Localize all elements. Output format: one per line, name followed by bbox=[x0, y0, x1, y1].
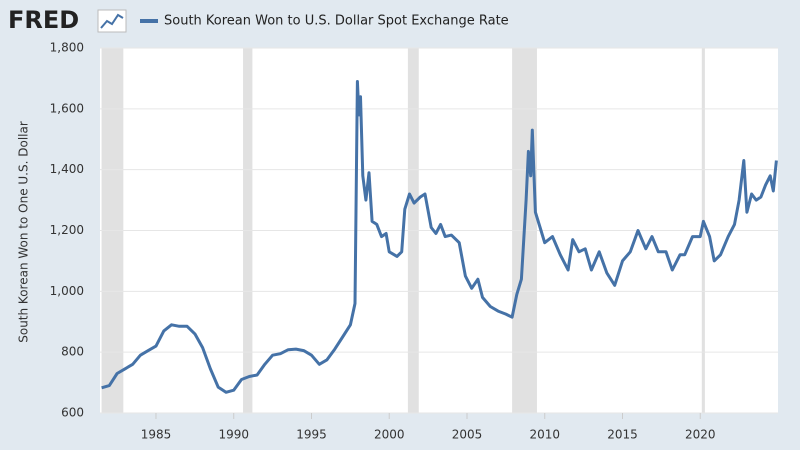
logo: FRED bbox=[8, 6, 79, 34]
y-tick-label: 1,400 bbox=[50, 162, 84, 176]
y-tick-label: 1,800 bbox=[50, 41, 84, 55]
x-tick-label: 1985 bbox=[141, 428, 172, 442]
x-tick-label: 2005 bbox=[452, 428, 483, 442]
logo-icon bbox=[97, 9, 127, 33]
y-tick-label: 1,000 bbox=[50, 284, 84, 298]
y-tick-label: 800 bbox=[61, 345, 84, 359]
y-tick-label: 600 bbox=[61, 406, 84, 420]
y-tick-label: 1,600 bbox=[50, 101, 84, 115]
x-tick-label: 2000 bbox=[374, 428, 405, 442]
x-tick-label: 2015 bbox=[607, 428, 638, 442]
x-tick-label: 1995 bbox=[296, 428, 327, 442]
y-tick-label: 1,200 bbox=[50, 223, 84, 237]
series-line bbox=[101, 80, 778, 394]
x-tick-label: 2020 bbox=[685, 428, 716, 442]
x-tick-label: 1990 bbox=[218, 428, 249, 442]
y-axis-label: South Korean Won to One U.S. Dollar bbox=[17, 121, 31, 343]
legend-label: South Korean Won to U.S. Dollar Spot Exc… bbox=[164, 14, 509, 29]
x-tick-label: 2010 bbox=[529, 428, 560, 442]
